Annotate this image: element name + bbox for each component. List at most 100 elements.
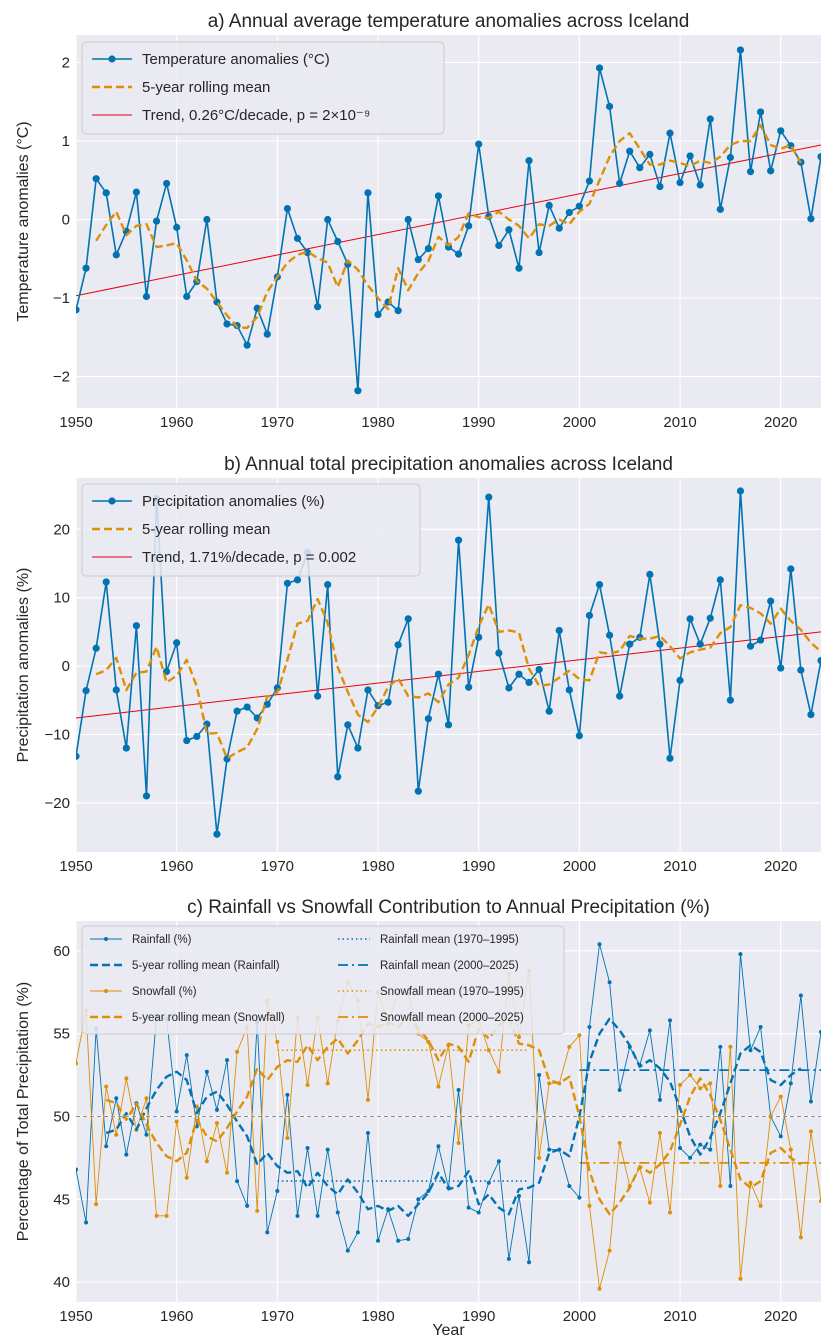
data-point	[666, 129, 674, 137]
data-point	[718, 1184, 723, 1189]
data-point	[525, 678, 533, 687]
data-point	[738, 952, 743, 957]
data-point	[555, 626, 563, 635]
data-point	[255, 1208, 260, 1213]
data-point	[626, 640, 634, 648]
data-point	[173, 639, 181, 647]
data-point	[305, 1082, 310, 1087]
y-tick-label: 60	[53, 943, 70, 960]
data-point	[334, 773, 342, 781]
data-point	[76, 1061, 78, 1066]
data-point	[384, 698, 392, 706]
data-point	[102, 578, 110, 586]
data-point	[163, 179, 171, 188]
data-point	[325, 1081, 330, 1086]
data-point	[132, 622, 141, 630]
data-point	[396, 1238, 401, 1243]
data-point	[305, 1145, 310, 1150]
data-point	[656, 182, 664, 191]
data-point	[275, 1189, 280, 1194]
y-tick-label: 20	[53, 521, 70, 538]
legend: Temperature anomalies (°C) 5-year rolling…	[81, 41, 445, 135]
y-tick-label: 40	[53, 1274, 70, 1291]
data-point	[636, 164, 644, 172]
data-point	[736, 487, 745, 495]
data-point	[758, 1203, 763, 1208]
x-tick-label: 2010	[663, 1308, 696, 1325]
data-point	[595, 581, 604, 589]
plot-area	[76, 487, 821, 838]
data-point	[283, 204, 292, 213]
data-point	[667, 1210, 672, 1215]
data-point	[124, 1076, 129, 1081]
data-point	[535, 665, 543, 674]
data-point	[355, 1230, 360, 1235]
data-point	[547, 1147, 552, 1152]
data-point	[706, 614, 714, 622]
legend-label: Snowfall mean (1970–1995)	[380, 986, 524, 998]
legend-label: Precipitation anomalies (%)	[142, 493, 325, 510]
data-point	[183, 292, 191, 301]
data-point	[496, 1069, 501, 1074]
data-point	[506, 1256, 511, 1261]
x-tick-label: 1980	[361, 1308, 394, 1325]
data-point	[607, 1248, 612, 1253]
y-tick-label: 0	[62, 658, 70, 675]
data-point	[475, 633, 483, 641]
series-2	[95, 597, 821, 760]
data-point	[486, 1180, 491, 1185]
data-point	[174, 1109, 179, 1114]
data-point	[335, 1210, 340, 1215]
data-point	[424, 715, 432, 723]
legend-marker	[104, 989, 108, 993]
data-point	[616, 692, 624, 700]
series-4	[105, 1015, 802, 1216]
data-point	[676, 676, 684, 684]
legend-box	[81, 925, 565, 1035]
x-tick-label: 1960	[160, 858, 193, 875]
data-point	[547, 1081, 552, 1086]
data-point	[465, 683, 473, 691]
data-point	[154, 1213, 159, 1218]
data-point	[184, 1053, 189, 1058]
data-point	[535, 248, 543, 257]
x-tick-label: 1990	[462, 414, 495, 431]
data-point	[183, 736, 191, 745]
data-point	[738, 1276, 743, 1281]
data-point	[406, 1237, 411, 1242]
series-line	[95, 597, 821, 760]
x-tick-label: 2000	[563, 858, 596, 875]
data-point	[365, 1097, 370, 1102]
data-point	[454, 536, 463, 544]
chart-panel-2: 1950 1960 1970 1980 1990 2000 2010 2020 −20 −10 0 1…	[15, 454, 821, 875]
legend-label: Rainfall (%)	[132, 934, 192, 946]
data-point	[214, 1121, 219, 1126]
y-tick-label: 10	[53, 590, 70, 607]
series-3	[76, 144, 821, 297]
data-point	[193, 732, 201, 741]
x-tick-label: 1970	[261, 1308, 294, 1325]
data-point	[496, 1159, 501, 1164]
data-point	[152, 217, 161, 225]
data-point	[686, 152, 694, 160]
data-point	[233, 707, 241, 715]
legend-label: 5-year rolling mean	[142, 521, 270, 538]
y-tick-label: 50	[53, 1108, 70, 1125]
data-point	[778, 1094, 783, 1099]
data-point	[495, 241, 503, 250]
data-point	[434, 192, 443, 200]
data-point	[486, 1048, 491, 1053]
data-point	[164, 1213, 169, 1218]
data-point	[485, 493, 493, 501]
data-point	[293, 576, 302, 584]
data-point	[567, 1184, 572, 1189]
data-point	[174, 1119, 179, 1124]
data-point	[676, 179, 684, 187]
data-point	[225, 1170, 230, 1175]
data-point	[597, 942, 602, 947]
data-point	[666, 754, 674, 762]
x-tick-label: 2020	[764, 414, 797, 431]
data-point	[688, 1155, 693, 1160]
data-point	[122, 744, 130, 752]
data-point	[94, 1202, 99, 1207]
